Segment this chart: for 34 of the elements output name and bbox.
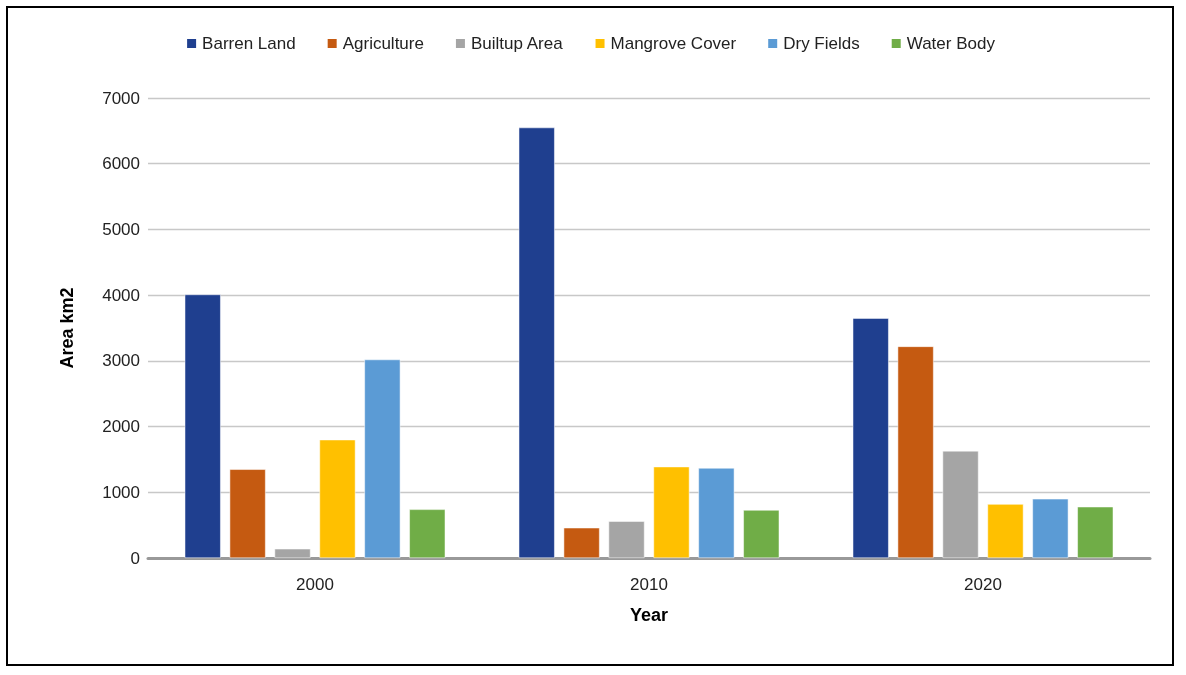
bar	[409, 509, 446, 558]
bar	[1077, 506, 1114, 558]
bar	[229, 469, 266, 558]
y-tick-label: 6000	[102, 154, 140, 174]
bar	[743, 510, 780, 558]
legend-label: Mangrove Cover	[610, 34, 737, 53]
bar	[518, 127, 555, 558]
bar	[563, 527, 600, 558]
x-tick-label: 2010	[630, 575, 668, 594]
legend-label: Water Body	[906, 34, 996, 53]
y-tick-label: 3000	[102, 351, 140, 371]
bar	[184, 294, 221, 558]
bar	[852, 318, 889, 558]
y-axis-title: Area km2	[57, 287, 77, 369]
bar	[364, 359, 401, 558]
bar	[653, 466, 690, 558]
bar	[698, 467, 735, 558]
y-tick-label: 1000	[102, 482, 140, 502]
bar	[897, 346, 934, 558]
y-tick-label: 7000	[102, 88, 140, 108]
y-tick-label: 5000	[102, 219, 140, 239]
legend-label: Agriculture	[342, 34, 424, 53]
y-tick-label: 0	[130, 548, 140, 568]
x-tick-label: 2000	[296, 575, 334, 594]
legend-label: Barren Land	[202, 34, 296, 53]
y-tick-label: 2000	[102, 417, 140, 437]
x-tick-label: 2020	[964, 575, 1002, 594]
y-tick-label: 4000	[102, 285, 140, 305]
bar	[987, 504, 1024, 558]
bar	[319, 439, 356, 558]
bar	[1032, 498, 1069, 558]
legend-label: Dry Fields	[783, 34, 860, 53]
legend-label: Builtup Area	[470, 34, 564, 53]
x-axis-title: Year	[629, 605, 669, 625]
